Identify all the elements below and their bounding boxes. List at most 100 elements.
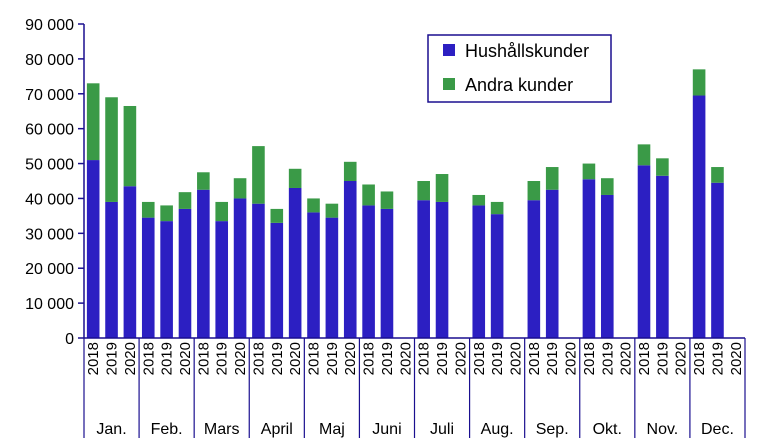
- bar-andra-kunder: [545, 167, 559, 190]
- bar-hushallskunder: [656, 175, 669, 338]
- y-tick-label: 60 000: [25, 122, 74, 139]
- x-tick-label-year: 2020: [177, 342, 194, 375]
- bar-hushallskunder: [490, 214, 504, 338]
- bar-andra-kunder: [637, 144, 651, 166]
- legend-label-andra-kunder: Andra kunder: [465, 75, 573, 95]
- x-category-label-month: Maj: [319, 421, 345, 438]
- axes-group: 0 10 000 20 000 30 000 40 000 50 000 60 000 70 …: [25, 17, 746, 438]
- bar-hushallskunder: [472, 205, 486, 338]
- bar-andra-kunder: [288, 168, 302, 188]
- x-category-label-month: Juni: [372, 421, 401, 438]
- bar-hushallskunder: [692, 95, 706, 339]
- x-tick-label-year: 2018: [691, 342, 708, 375]
- x-tick-label-year: 2020: [618, 342, 635, 375]
- x-tick-label-year: 2019: [709, 342, 726, 375]
- x-tick-label-year: 2019: [544, 342, 561, 375]
- x-tick-label-year: 2018: [526, 342, 543, 375]
- legend-label-hushallskunder: Hushållskunder: [465, 41, 589, 61]
- x-tick-label-year: 2018: [250, 342, 267, 375]
- bars-group: [86, 69, 724, 339]
- x-category-label-month: Juli: [430, 421, 454, 438]
- bar-hushallskunder: [325, 217, 339, 338]
- y-tick-label: 30 000: [25, 226, 74, 243]
- bar-hushallskunder: [252, 203, 265, 338]
- bar-andra-kunder: [600, 178, 614, 195]
- x-tick-label-year: 2020: [728, 342, 745, 375]
- x-tick-label-year: 2018: [581, 342, 598, 375]
- bar-andra-kunder: [252, 146, 265, 204]
- bar-andra-kunder: [527, 181, 541, 201]
- bar-andra-kunder: [86, 83, 100, 161]
- bar-hushallskunder: [637, 165, 651, 338]
- y-tick-label: 90 000: [25, 17, 74, 34]
- bar-hushallskunder: [307, 212, 320, 338]
- x-tick-label-year: 2019: [159, 342, 176, 375]
- x-category-label-month: Jan.: [96, 421, 126, 438]
- x-tick-label-year: 2019: [324, 342, 341, 375]
- bar-andra-kunder: [417, 181, 430, 201]
- y-tick-label: 0: [65, 331, 74, 348]
- y-tick-label: 70 000: [25, 87, 74, 104]
- bar-hushallskunder: [160, 221, 173, 338]
- bar-andra-kunder: [582, 163, 596, 180]
- bar-andra-kunder: [490, 201, 504, 215]
- x-tick-label-year: 2020: [507, 342, 524, 375]
- x-tick-label-year: 2020: [287, 342, 304, 375]
- legend-box: [427, 34, 612, 103]
- bar-andra-kunder: [233, 178, 247, 199]
- bar-andra-kunder: [105, 97, 118, 202]
- bar-hushallskunder: [600, 194, 614, 338]
- bar-andra-kunder: [270, 208, 284, 223]
- bar-hushallskunder: [86, 160, 100, 338]
- x-tick-label-year: 2020: [397, 342, 414, 375]
- bar-andra-kunder: [178, 192, 192, 209]
- x-tick-label-year: 2020: [563, 342, 580, 375]
- x-tick-label-year: 2018: [471, 342, 488, 375]
- bar-andra-kunder: [123, 105, 137, 187]
- bar-andra-kunder: [380, 191, 394, 209]
- bar-andra-kunder: [656, 158, 669, 176]
- legend: Hushållskunder Andra kunder: [427, 34, 612, 103]
- y-tick-label: 80 000: [25, 52, 74, 69]
- y-tick-label: 50 000: [25, 157, 74, 174]
- bar-andra-kunder: [141, 201, 155, 218]
- x-tick-label-year: 2019: [379, 342, 396, 375]
- bar-andra-kunder: [325, 203, 339, 218]
- x-category-label-month: Okt.: [593, 421, 622, 438]
- x-tick-label-year: 2019: [489, 342, 506, 375]
- bar-hushallskunder: [343, 181, 357, 338]
- bar-hushallskunder: [233, 198, 247, 338]
- x-tick-label-year: 2018: [361, 342, 378, 375]
- x-tick-label-year: 2018: [140, 342, 157, 375]
- bar-andra-kunder: [343, 161, 357, 181]
- bar-andra-kunder: [435, 174, 449, 202]
- bar-hushallskunder: [362, 205, 375, 338]
- legend-swatch-hushallskunder: [443, 44, 455, 56]
- x-tick-label-year: 2019: [434, 342, 451, 375]
- bar-hushallskunder: [417, 200, 430, 338]
- x-category-label-month: April: [261, 421, 293, 438]
- x-category-label-month: Aug.: [481, 421, 514, 438]
- x-category-label-month: Mars: [204, 421, 240, 438]
- x-category-label-month: Feb.: [151, 421, 183, 438]
- y-tick-label: 10 000: [25, 296, 74, 313]
- bar-hushallskunder: [197, 189, 210, 338]
- bar-hushallskunder: [141, 217, 155, 338]
- x-tick-label-year: 2019: [214, 342, 231, 375]
- x-tick-label-year: 2019: [104, 342, 121, 375]
- bar-hushallskunder: [527, 200, 541, 338]
- bar-hushallskunder: [270, 222, 284, 338]
- legend-swatch-andra-kunder: [443, 78, 455, 90]
- x-tick-label-year: 2018: [416, 342, 433, 375]
- x-tick-label-year: 2020: [232, 342, 249, 375]
- bar-hushallskunder: [582, 179, 596, 338]
- bar-hushallskunder: [215, 221, 229, 338]
- bar-andra-kunder: [472, 194, 486, 206]
- x-tick-label-year: 2019: [654, 342, 671, 375]
- bar-hushallskunder: [711, 182, 724, 338]
- x-tick-label-year: 2020: [342, 342, 359, 375]
- x-tick-label-year: 2020: [452, 342, 469, 375]
- x-tick-label-year: 2020: [122, 342, 139, 375]
- bar-andra-kunder: [215, 201, 229, 222]
